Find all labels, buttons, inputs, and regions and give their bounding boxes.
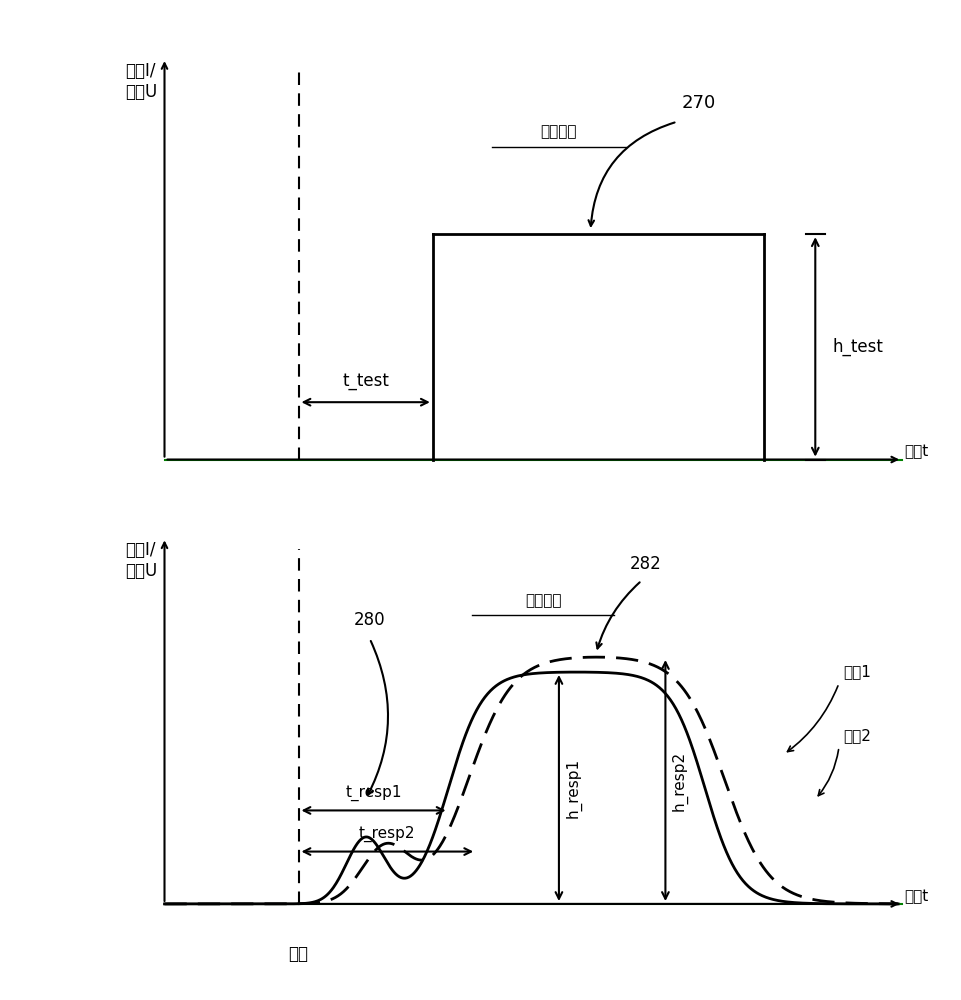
Text: h_resp1: h_resp1 xyxy=(565,758,580,818)
Text: 通道2: 通道2 xyxy=(842,728,870,743)
Text: h_test: h_test xyxy=(832,338,882,356)
Text: 电流I/
电压U: 电流I/ 电压U xyxy=(125,62,158,101)
Text: 280: 280 xyxy=(354,611,385,629)
Text: 电流I/
电压U: 电流I/ 电压U xyxy=(125,541,158,580)
Text: 时间t: 时间t xyxy=(903,889,927,904)
Text: 通道1: 通道1 xyxy=(842,665,870,680)
Text: 触发: 触发 xyxy=(288,945,308,963)
Text: h_resp2: h_resp2 xyxy=(671,750,687,811)
Text: 测试脉冲: 测试脉冲 xyxy=(540,124,577,139)
Text: 时间t: 时间t xyxy=(903,444,927,459)
Text: t_test: t_test xyxy=(342,372,388,390)
Text: 270: 270 xyxy=(680,94,715,112)
Text: t_resp1: t_resp1 xyxy=(345,785,402,801)
Text: 应答脉冲: 应答脉冲 xyxy=(525,594,561,609)
Text: 282: 282 xyxy=(629,555,661,573)
Text: t_resp2: t_resp2 xyxy=(358,826,415,842)
